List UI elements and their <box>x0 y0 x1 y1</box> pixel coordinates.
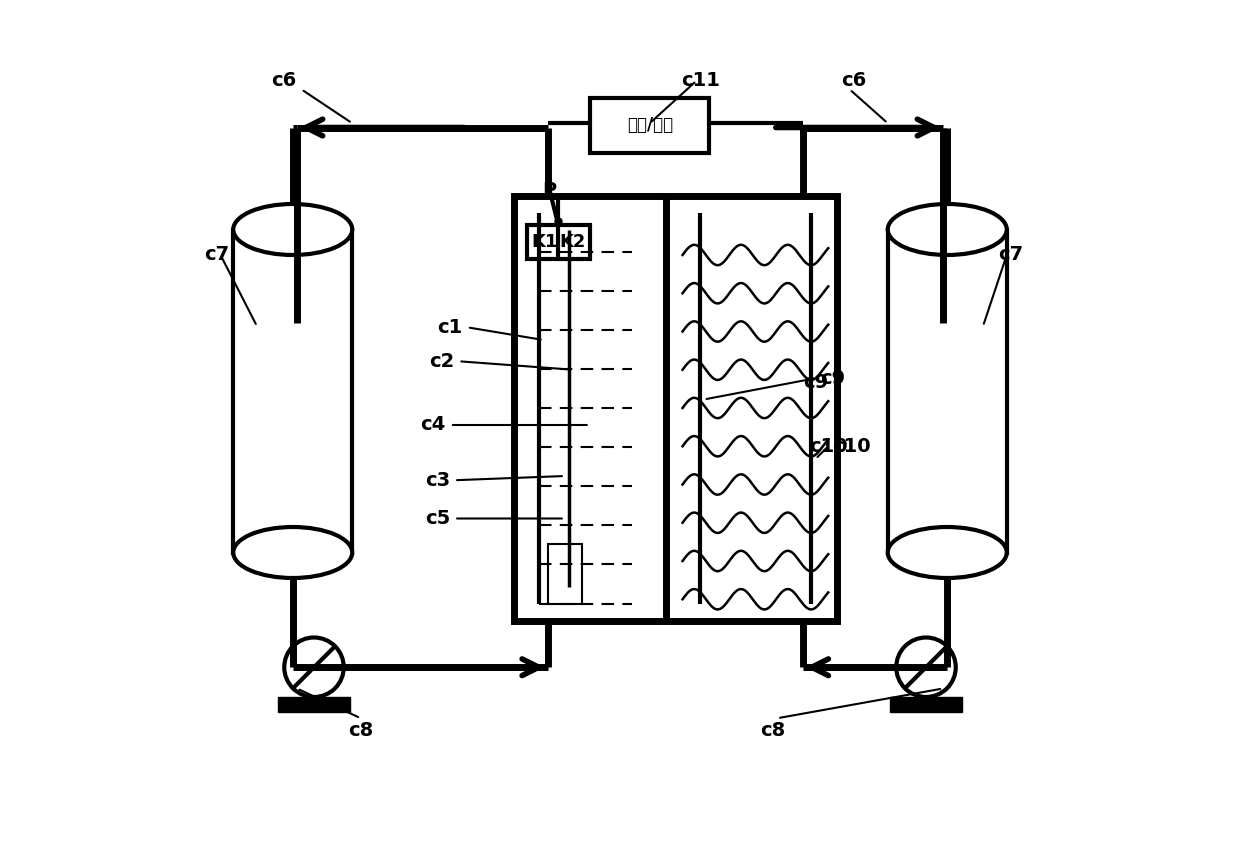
Text: c4: c4 <box>420 416 445 434</box>
Bar <box>278 697 350 712</box>
Text: c5: c5 <box>424 509 450 528</box>
Text: c7: c7 <box>998 246 1023 264</box>
Text: c10: c10 <box>832 437 872 456</box>
Text: c6: c6 <box>272 71 296 90</box>
Text: c9: c9 <box>804 373 828 392</box>
Text: c2: c2 <box>429 352 454 371</box>
Bar <box>513 196 837 620</box>
Bar <box>888 230 1007 552</box>
Bar <box>890 697 962 712</box>
Text: P: P <box>542 181 556 200</box>
Bar <box>527 225 590 259</box>
Text: c7: c7 <box>203 246 229 264</box>
Text: c9: c9 <box>820 369 844 388</box>
Ellipse shape <box>888 204 1007 255</box>
Text: c8: c8 <box>348 722 373 740</box>
Text: c6: c6 <box>841 71 867 90</box>
Ellipse shape <box>233 527 352 578</box>
Ellipse shape <box>233 204 352 255</box>
Bar <box>590 98 709 153</box>
Text: c11: c11 <box>681 71 720 90</box>
Bar <box>233 230 352 552</box>
Text: c10: c10 <box>808 437 848 456</box>
Ellipse shape <box>888 527 1007 578</box>
Text: c1: c1 <box>438 318 463 337</box>
Text: K1: K1 <box>531 233 558 252</box>
Bar <box>548 544 582 604</box>
Text: c3: c3 <box>424 471 450 490</box>
Text: 偏压/负载: 偏压/负载 <box>626 116 673 134</box>
Text: c8: c8 <box>760 722 786 740</box>
Text: K2: K2 <box>559 233 585 252</box>
